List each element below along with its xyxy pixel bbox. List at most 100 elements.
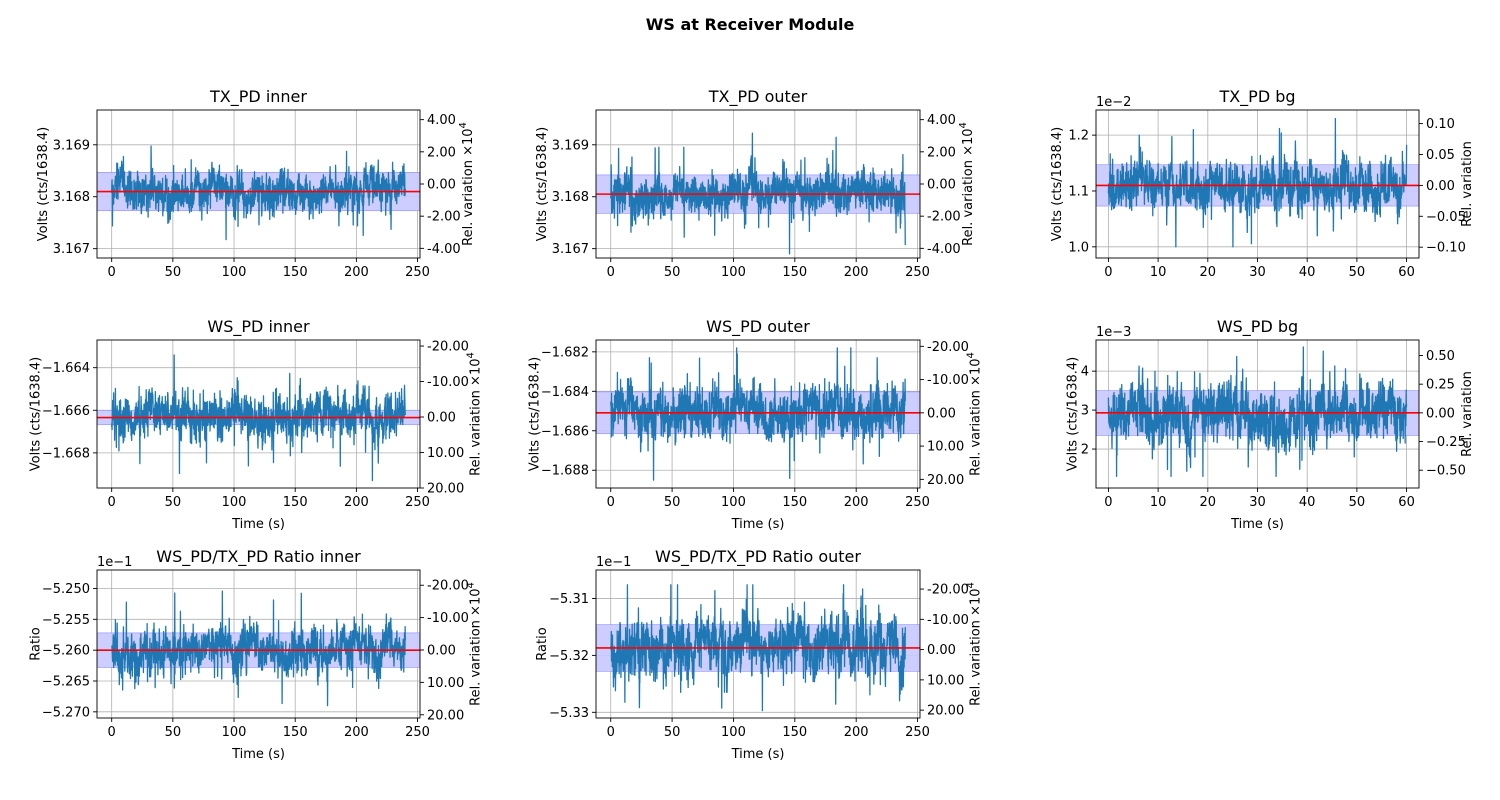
y2-axis-label: Rel. variation ×104 [966, 352, 984, 476]
panel-8: 0 50 100 150 200 250 −5.31 −5.32 −5.33 -20.00 -10.… [535, 547, 984, 762]
x-tick-label: 0 [108, 725, 116, 740]
y2-tick-label: 20.00 [427, 708, 464, 723]
y-axis-label: Volts (cts/1638.4) [535, 127, 550, 241]
data-trace [111, 590, 406, 707]
x-tick-label: 150 [782, 495, 807, 510]
x-tick-label: 200 [344, 725, 369, 740]
x-tick-label: 200 [344, 265, 369, 280]
y2-tick-label: 0.00 [927, 643, 956, 658]
x-tick-label: 0 [607, 495, 615, 510]
x-tick-label: 30 [1249, 265, 1266, 280]
y-tick-label: 3.169 [552, 138, 589, 153]
y2-tick-label: 0.00 [927, 406, 956, 421]
x-tick-label: 50 [1349, 495, 1366, 510]
y2-tick-label: -2.00 [427, 210, 461, 225]
offset-text: 1e−2 [1096, 95, 1131, 110]
axes-title: TX_PD inner [209, 87, 307, 107]
x-tick-label: 0 [108, 265, 116, 280]
y2-tick-label: 10.00 [927, 440, 964, 455]
x-tick-label: 50 [1349, 265, 1366, 280]
y2-tick-label: -10.00 [427, 375, 469, 390]
y2-axis-label: Rel. variation [1460, 371, 1475, 457]
x-tick-label: 100 [222, 495, 247, 510]
y2-axis-label: Rel. variation ×104 [466, 582, 484, 706]
y2-tick-label: -20.00 [427, 340, 469, 355]
panel-6: 0 10 20 30 40 50 60 2 3 4 0.50 0.25 0.00 −0.25 −0.50 WS… [1065, 317, 1475, 532]
y-axis-label: Ratio [28, 627, 43, 660]
y2-tick-label: -4.00 [427, 242, 461, 257]
panel-5: 0 50 100 150 200 250 −1.682 −1.684 −1.686 −1.688 -… [527, 317, 983, 532]
x-tick-label: 200 [844, 265, 869, 280]
offset-text: 1e−1 [97, 555, 132, 570]
y-tick-label: −1.688 [541, 464, 589, 479]
y2-tick-label: 2.00 [927, 145, 956, 160]
y2-axis-label: Rel. variation ×104 [466, 352, 484, 476]
y-tick-label: 3.169 [53, 138, 90, 153]
y-tick-label: 2 [1081, 443, 1089, 458]
y2-tick-label: 0.00 [927, 178, 956, 193]
y2-tick-label: -10.00 [427, 611, 469, 626]
x-tick-label: 200 [344, 495, 369, 510]
y2-tick-label: 0.00 [427, 411, 456, 426]
y-axis-label: Ratio [535, 627, 550, 660]
y-tick-label: −1.668 [42, 446, 90, 461]
axes-title: WS_PD/TX_PD Ratio inner [156, 547, 361, 567]
panel-4: 0 50 100 150 200 250 −1.664 −1.666 −1.668 -20.00 -… [28, 317, 483, 532]
panel-2: 0 50 100 150 200 250 3.167 3.168 3.169 4.00 2.00 0.… [535, 87, 976, 280]
axes-title: TX_PD bg [1218, 87, 1295, 107]
figure-title: WS at Receiver Module [646, 15, 855, 34]
y2-tick-label: 0.00 [1426, 179, 1455, 194]
x-tick-label: 150 [283, 725, 308, 740]
y2-tick-label: 0.00 [427, 178, 456, 193]
y2-axis-label: Rel. variation ×104 [958, 122, 976, 246]
x-axis-label: Time (s) [231, 747, 285, 762]
y2-tick-label: −0.10 [1426, 241, 1466, 256]
y-tick-label: 3.167 [552, 242, 589, 257]
y2-tick-label: -20.00 [427, 579, 469, 594]
x-tick-label: 50 [165, 725, 182, 740]
x-axis-label: Time (s) [1230, 517, 1284, 532]
y2-tick-label: 10.00 [427, 676, 464, 691]
y2-tick-label: -20.00 [927, 583, 969, 598]
x-tick-label: 250 [405, 725, 430, 740]
y-tick-label: 3.168 [53, 190, 90, 205]
y2-axis-label: Rel. variation [1460, 141, 1475, 227]
y2-tick-label: 0.00 [1426, 406, 1455, 421]
offset-text: 1e−1 [596, 555, 631, 570]
data-trace [111, 145, 406, 241]
x-tick-label: 250 [405, 265, 430, 280]
y-tick-label: 1.0 [1068, 240, 1089, 255]
panel-3: 0 10 20 30 40 50 60 1.0 1.1 1.2 0.10 0.05 0.00 −0.05 −… [1050, 87, 1475, 280]
y-axis-label: Volts (cts/1638.4) [1065, 357, 1080, 471]
x-axis-label: Time (s) [231, 517, 285, 532]
data-trace [1107, 346, 1408, 477]
x-tick-label: 30 [1249, 495, 1266, 510]
x-tick-label: 250 [905, 725, 930, 740]
y2-tick-label: 4.00 [927, 113, 956, 128]
x-tick-label: 60 [1398, 265, 1415, 280]
x-tick-label: 250 [405, 495, 430, 510]
y2-tick-label: 10.00 [927, 673, 964, 688]
x-axis-label: Time (s) [731, 517, 785, 532]
y2-tick-label: -4.00 [927, 242, 961, 257]
y2-tick-label: 0.10 [1426, 117, 1455, 132]
y2-tick-label: 10.00 [427, 446, 464, 461]
y2-tick-label: -10.00 [927, 613, 969, 628]
y-tick-label: −1.664 [42, 361, 90, 376]
x-tick-label: 50 [165, 265, 182, 280]
x-tick-label: 150 [283, 495, 308, 510]
y2-tick-label: 4.00 [427, 113, 456, 128]
x-tick-label: 150 [782, 725, 807, 740]
y-tick-label: −5.31 [549, 592, 589, 607]
data-trace [610, 347, 906, 481]
y-tick-label: 3.167 [53, 242, 90, 257]
axes-title: WS_PD inner [207, 317, 310, 337]
axes-frame [96, 339, 421, 489]
x-tick-label: 250 [905, 265, 930, 280]
y2-tick-label: 0.05 [1426, 148, 1455, 163]
y-tick-label: −1.686 [541, 424, 589, 439]
x-axis-label: Time (s) [731, 747, 785, 762]
x-tick-label: 50 [664, 725, 681, 740]
y2-tick-label: 20.00 [427, 482, 464, 497]
y2-tick-label: 2.00 [427, 145, 456, 160]
